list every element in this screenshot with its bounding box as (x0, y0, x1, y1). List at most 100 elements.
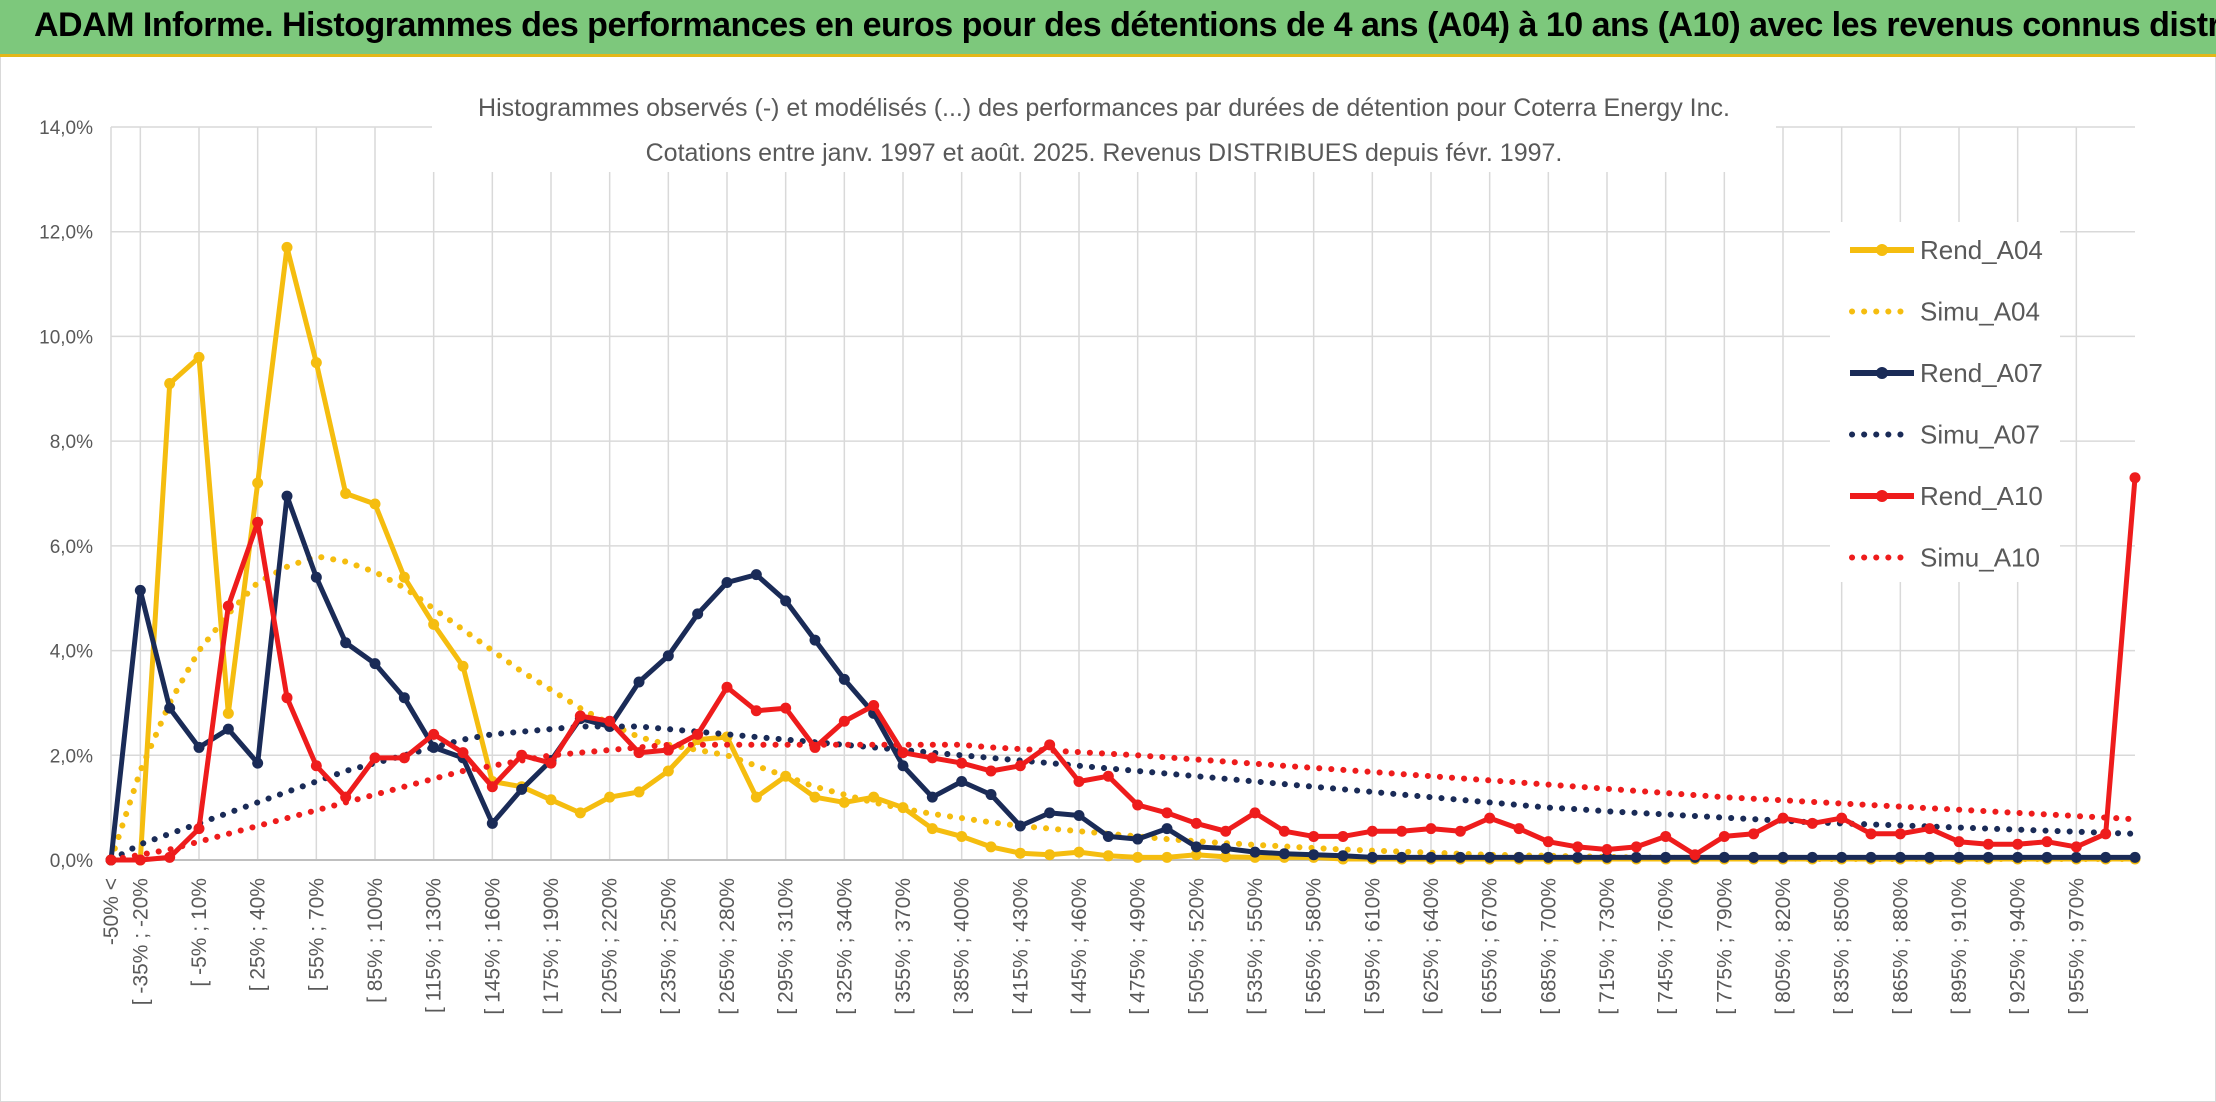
data-point-rend-a04 (1132, 851, 1144, 863)
data-point-rend-a07 (1953, 851, 1965, 863)
data-point-rend-a10 (985, 765, 997, 777)
data-point-rend-a04 (1044, 849, 1056, 861)
data-point-rend-a10 (1396, 825, 1408, 837)
legend-background (1830, 222, 2060, 582)
data-point-rend-a10 (1689, 849, 1701, 861)
data-point-rend-a04 (574, 807, 586, 819)
data-point-rend-a04 (193, 351, 205, 363)
x-tick-label: [ -5% ; 10% (188, 878, 211, 987)
x-tick-label: [ 925% ; 940% (2007, 878, 2030, 1015)
data-point-rend-a04 (369, 498, 381, 510)
chart-title: Histogrammes observés (-) et modélisés (… (478, 94, 1730, 122)
data-point-rend-a07 (897, 760, 909, 772)
data-point-rend-a04 (1161, 851, 1173, 863)
data-point-rend-a10 (1572, 841, 1584, 853)
data-point-rend-a04 (545, 794, 557, 806)
x-tick-label: [ 385% ; 400% (951, 878, 974, 1015)
x-tick-label: [ 325% ; 340% (833, 878, 856, 1015)
x-tick-label: [ 775% ; 790% (1713, 878, 1736, 1015)
data-point-rend-a10 (545, 757, 557, 769)
x-axis-tick-labels: -50% < [ -35% ; -20% [ -5% ; 10% [ 25% ; 40… (100, 878, 2088, 1015)
data-point-rend-a07 (1454, 851, 1466, 863)
data-point-rend-a10 (457, 747, 469, 759)
data-point-rend-a07 (1748, 851, 1760, 863)
data-point-rend-a04 (164, 378, 176, 390)
data-point-rend-a07 (1366, 851, 1378, 863)
data-point-rend-a10 (868, 700, 880, 712)
data-point-rend-a10 (721, 681, 733, 693)
data-point-rend-a10 (1982, 838, 1994, 850)
data-point-rend-a07 (2012, 851, 2024, 863)
data-point-rend-a10 (1161, 807, 1173, 819)
data-point-rend-a10 (1073, 775, 1085, 787)
data-point-rend-a04 (1190, 849, 1202, 861)
data-point-rend-a10 (486, 781, 498, 793)
data-point-rend-a10 (2100, 828, 2112, 840)
data-point-rend-a10 (1601, 844, 1613, 856)
data-point-rend-a10 (1220, 825, 1232, 837)
x-tick-label: [ 85% ; 100% (364, 878, 387, 1003)
data-point-rend-a07 (838, 673, 850, 685)
series-line-rend-a10 (111, 477, 2138, 863)
data-point-rend-a07 (2100, 851, 2112, 863)
data-point-rend-a07 (633, 676, 645, 688)
data-point-rend-a07 (398, 692, 410, 704)
data-point-rend-a07 (516, 783, 528, 795)
data-point-rend-a10 (193, 823, 205, 835)
x-tick-label: [ 115% ; 130% (423, 878, 446, 1013)
data-point-rend-a04 (1014, 847, 1026, 859)
data-point-rend-a10 (1806, 817, 1818, 829)
x-tick-label: -50% < (100, 878, 123, 945)
legend-label-rend-a04: Rend_A04 (1920, 235, 2043, 265)
data-point-rend-a10 (750, 705, 762, 717)
data-point-rend-a07 (134, 584, 146, 596)
x-tick-label: [ 805% ; 820% (1772, 878, 1795, 1015)
legend-label-rend-a10: Rend_A10 (1920, 481, 2043, 511)
data-point-rend-a07 (340, 637, 352, 649)
x-tick-label: [ 745% ; 760% (1655, 878, 1678, 1015)
title-background (432, 84, 1776, 172)
data-point-rend-a10 (2041, 836, 2053, 848)
data-point-rend-a10 (1454, 825, 1466, 837)
data-point-rend-a10 (1748, 828, 1760, 840)
data-point-rend-a07 (1806, 851, 1818, 863)
data-point-rend-a10 (1366, 825, 1378, 837)
data-point-rend-a04 (310, 357, 322, 369)
x-tick-label: [ 445% ; 460% (1068, 878, 1091, 1015)
x-tick-label: [ 235% ; 250% (657, 878, 680, 1015)
data-point-rend-a07 (1396, 851, 1408, 863)
data-point-rend-a07 (1249, 846, 1261, 858)
x-tick-label: [ -35% ; -20% (129, 878, 152, 1005)
data-point-rend-a04 (428, 618, 440, 630)
data-point-rend-a10 (1308, 830, 1320, 842)
data-point-rend-a04 (604, 791, 616, 803)
data-point-rend-a04 (457, 660, 469, 672)
x-tick-label: [ 25% ; 40% (247, 878, 270, 991)
x-tick-label: [ 505% ; 520% (1185, 878, 1208, 1015)
x-tick-label: [ 655% ; 670% (1479, 878, 1502, 1015)
data-point-rend-a10 (2070, 841, 2082, 853)
data-point-rend-a07 (1836, 851, 1848, 863)
x-tick-label: [ 355% ; 370% (892, 878, 915, 1015)
data-point-rend-a04 (252, 477, 264, 489)
data-point-rend-a10 (574, 710, 586, 722)
y-tick-label: 2,0% (50, 746, 93, 767)
data-point-rend-a04 (838, 796, 850, 808)
data-point-rend-a04 (1102, 850, 1114, 862)
data-point-rend-a07 (1102, 830, 1114, 842)
chart-title-group: Histogrammes observés (-) et modélisés (… (432, 84, 1776, 172)
data-point-rend-a07 (1924, 851, 1936, 863)
data-point-rend-a07 (1894, 851, 1906, 863)
x-tick-label: [ 535% ; 550% (1244, 878, 1267, 1015)
data-point-rend-a10 (780, 702, 792, 714)
x-tick-label: [ 865% ; 880% (1889, 878, 1912, 1015)
x-tick-label: [ 265% ; 280% (716, 878, 739, 1015)
data-point-rend-a10 (1014, 760, 1026, 772)
data-point-rend-a07 (1484, 851, 1496, 863)
data-point-rend-a07 (1073, 809, 1085, 821)
data-point-rend-a07 (1278, 848, 1290, 860)
data-point-rend-a10 (1836, 812, 1848, 824)
data-point-rend-a10 (956, 757, 968, 769)
data-point-rend-a07 (1572, 851, 1584, 863)
y-tick-label: 6,0% (50, 537, 93, 558)
